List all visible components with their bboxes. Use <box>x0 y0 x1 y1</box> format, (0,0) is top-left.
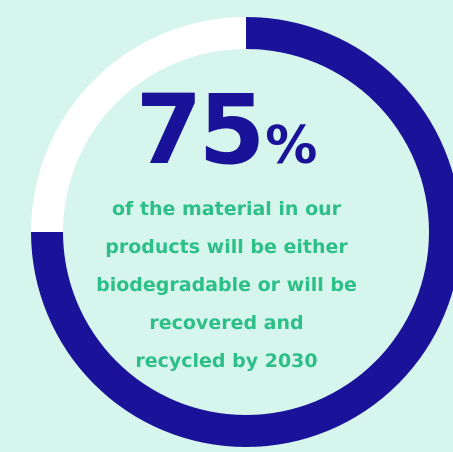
caption-line: recovered and <box>149 312 304 334</box>
caption-line: of the material in our <box>111 198 342 220</box>
stat-caption: of the material in our products will be … <box>70 190 383 380</box>
stat-value: 75 <box>135 74 266 186</box>
headline-stat: 75% <box>0 82 453 178</box>
caption-line: recycled by 2030 <box>135 350 318 372</box>
progress-ring-hole <box>63 49 429 415</box>
caption-line: biodegradable or will be <box>96 274 357 296</box>
stat-unit: % <box>265 116 318 176</box>
caption-line: products will be either <box>105 236 348 258</box>
